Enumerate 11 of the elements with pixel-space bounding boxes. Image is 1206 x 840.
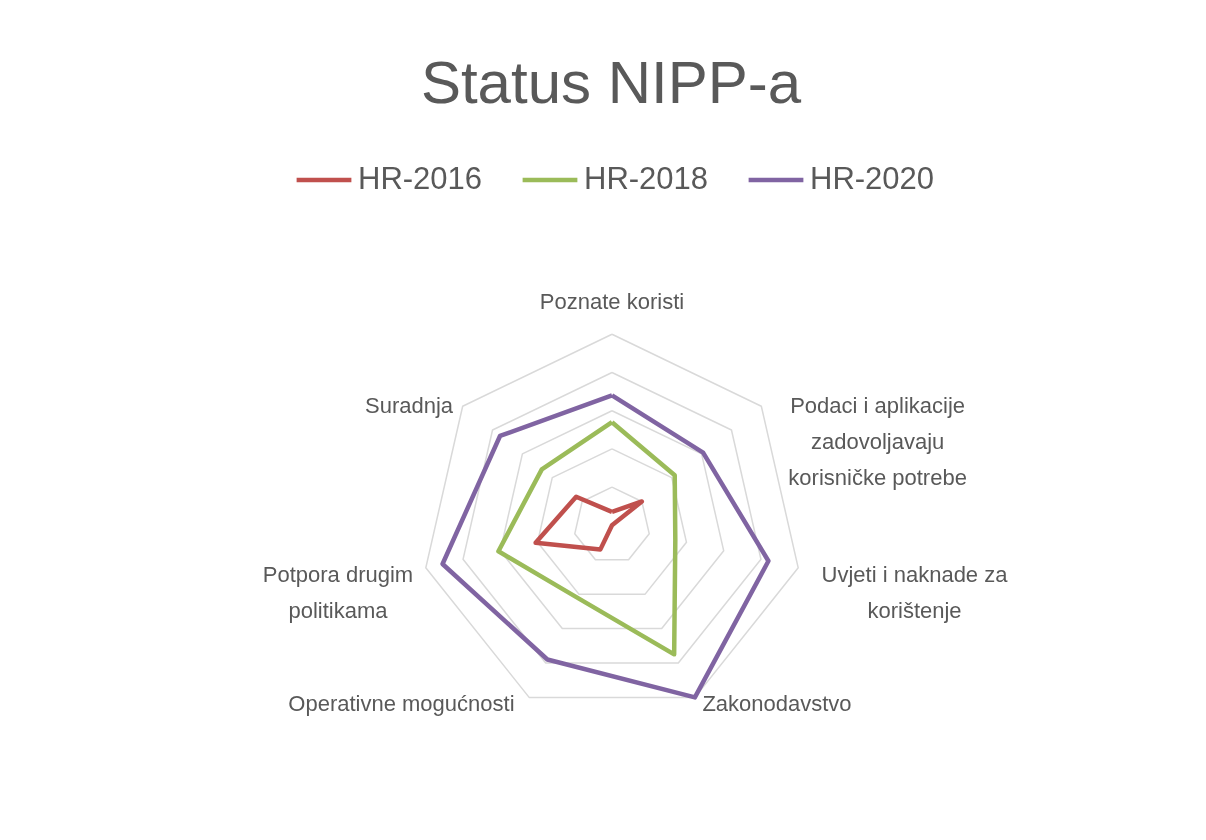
spoke-label: Poznate koristi bbox=[539, 289, 685, 315]
spoke-label: Suradnja bbox=[365, 393, 454, 419]
spoke-label: Uvjeti i naknade za korištenje bbox=[821, 561, 1009, 623]
legend-label: HR-2016 bbox=[358, 161, 483, 196]
chart-title: Status NIPP-a bbox=[420, 49, 802, 116]
spoke-label: Podaci i aplikacije zadovoljavaju korisničke potrebe bbox=[788, 393, 967, 491]
spoke-label: Potpora drugim politikama bbox=[262, 561, 414, 623]
legend-label: HR-2018 bbox=[584, 161, 709, 196]
spoke-label: Zakonodavstvo bbox=[702, 691, 852, 717]
legend-label: HR-2020 bbox=[810, 161, 935, 196]
spoke-label: Operativne mogućnosti bbox=[288, 691, 515, 717]
